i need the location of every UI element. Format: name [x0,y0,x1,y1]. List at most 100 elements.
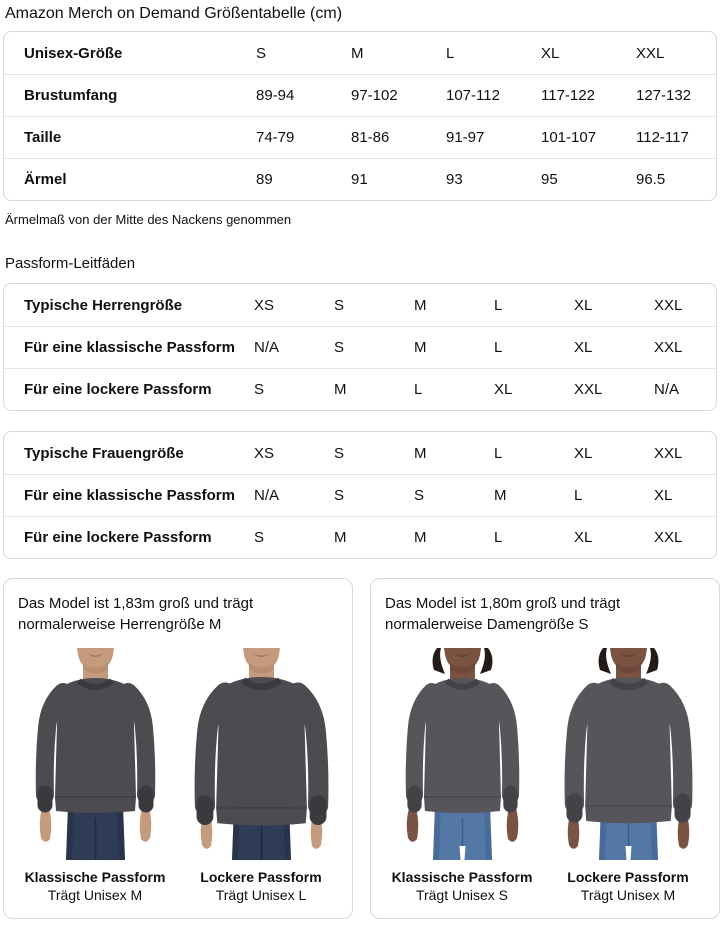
table-row: Typische Herrengröße XS S M L XL XXL [4,284,716,326]
fit-label: Klassische Passform [24,869,166,885]
row-label: Typische Frauengröße [24,444,184,462]
table-row: Brustumfang 89-94 97-102 107-112 117-122… [4,74,716,116]
jeans [432,806,492,860]
page-title: Amazon Merch on Demand Größentabelle (cm… [5,5,343,22]
fit-label: Lockere Passform [567,869,689,885]
size-cell: M [494,487,507,504]
jeans [65,806,125,860]
table-row: Unisex-Größe S M L XL XXL [4,32,716,74]
sweatshirt [405,678,519,813]
size-cell: XXL [654,296,683,314]
table-row: Typische Frauengröße XS S M L XL XXL [4,432,716,474]
size-cell: L [414,381,423,398]
size-label: Trägt Unisex L [215,887,307,903]
size-cell: XL [494,381,513,398]
table-row: Taille 74-79 81-86 91-97 101-107 112-117 [4,116,716,158]
size-cell: S [334,339,345,356]
size-cell: M [414,529,427,546]
size-cell: N/A [254,487,280,504]
fit-label: Klassische Passform [391,869,533,885]
size-label: Trägt Unisex M [47,887,143,903]
size-cell: 117-122 [541,87,595,104]
size-cell: XL [654,487,673,504]
size-cell: 89-94 [256,87,295,104]
male-model-card: Das Model ist 1,83m groß und trägt norma… [3,578,353,919]
size-cell: 127-132 [636,87,692,104]
size-cell: 89 [256,171,273,188]
sweatshirt [35,678,155,813]
size-cell: XL [574,444,593,462]
size-cell: XXL [574,381,603,398]
model-description: Das Model ist 1,83m groß und trägt norma… [18,595,254,633]
size-cell: L [574,487,583,504]
size-cell: L [494,339,503,356]
size-cell: XS [254,444,275,462]
size-cell: N/A [254,339,280,356]
table-row: Für eine klassische Passform N/A S M L X… [4,326,716,368]
size-cell: XL [541,44,560,62]
size-cell: 93 [446,171,463,188]
size-cell: XL [574,339,593,356]
model-photo-block: Lockere Passform Trägt Unisex L [180,648,342,904]
size-cell: S [254,381,265,398]
size-cell: XS [254,296,275,314]
row-label: Brustumfang [24,87,118,104]
size-cell: S [414,487,425,504]
model-photos: Klassische Passform Trägt Unisex S [381,648,709,904]
sweatshirt [564,677,692,824]
size-cell: S [254,529,265,546]
table-row: Für eine lockere Passform S M L XL XXL N… [4,368,716,410]
size-cell: N/A [654,381,680,398]
table-row: Ärmel 89 91 93 95 96.5 [4,158,716,200]
size-cell: XL [574,529,593,546]
row-label: Typische Herrengröße [24,296,183,314]
size-cell: M [351,44,364,62]
size-cell: S [256,44,267,62]
row-label: Ärmel [24,171,67,188]
male-model-loose-fit-photo [194,648,328,860]
size-cell: XXL [654,529,683,546]
size-cell: L [446,44,455,62]
size-cell: S [334,487,345,504]
unisex-size-table: Unisex-Größe S M L XL XXL Brustumfang 89… [3,31,717,201]
size-cell: S [334,444,345,462]
size-cell: 91-97 [446,129,485,146]
size-cell: M [414,339,427,356]
sweatshirt [194,677,328,826]
size-cell: S [334,296,345,314]
size-cell: XL [574,296,593,314]
size-cell: L [494,529,503,546]
hands [39,808,151,842]
row-label: Für eine lockere Passform [24,529,212,546]
male-model-classic-fit-photo [35,648,155,860]
model-photo-block: Klassische Passform Trägt Unisex M [14,648,176,904]
female-model-classic-fit-photo [405,648,519,860]
fit-guides-heading: Passform-Leitfäden [5,255,136,272]
female-model-loose-fit-photo [564,648,692,860]
female-model-card: Das Model ist 1,80m groß und trägt norma… [370,578,720,919]
size-cell: XXL [654,444,683,462]
size-cell: 101-107 [541,129,597,146]
hands [406,808,518,842]
size-cell: M [414,444,427,462]
model-photos: Klassische Passform Trägt Unisex M [14,648,342,904]
size-cell: M [334,529,347,546]
size-cell: 74-79 [256,129,295,146]
row-label: Taille [24,129,62,146]
model-photo-block: Lockere Passform Trägt Unisex M [547,648,709,904]
size-cell: 95 [541,171,558,188]
photo-caption: Lockere Passform Trägt Unisex L [200,868,321,904]
row-label: Unisex-Größe [24,44,123,62]
mens-fit-table: Typische Herrengröße XS S M L XL XXL Für… [3,283,717,411]
photo-caption: Lockere Passform Trägt Unisex M [567,868,688,904]
model-description: Das Model ist 1,80m groß und trägt norma… [385,595,621,633]
row-label: Für eine klassische Passform [24,339,235,356]
sleeve-measure-note: Ärmelmaß von der Mitte des Nackens genom… [5,212,292,227]
size-cell: M [414,296,427,314]
table-row: Für eine klassische Passform N/A S S M L… [4,474,716,516]
photo-caption: Klassische Passform Trägt Unisex M [25,868,166,904]
size-cell: 97-102 [351,87,398,104]
size-label: Trägt Unisex M [580,887,676,903]
size-cell: 96.5 [636,171,666,188]
